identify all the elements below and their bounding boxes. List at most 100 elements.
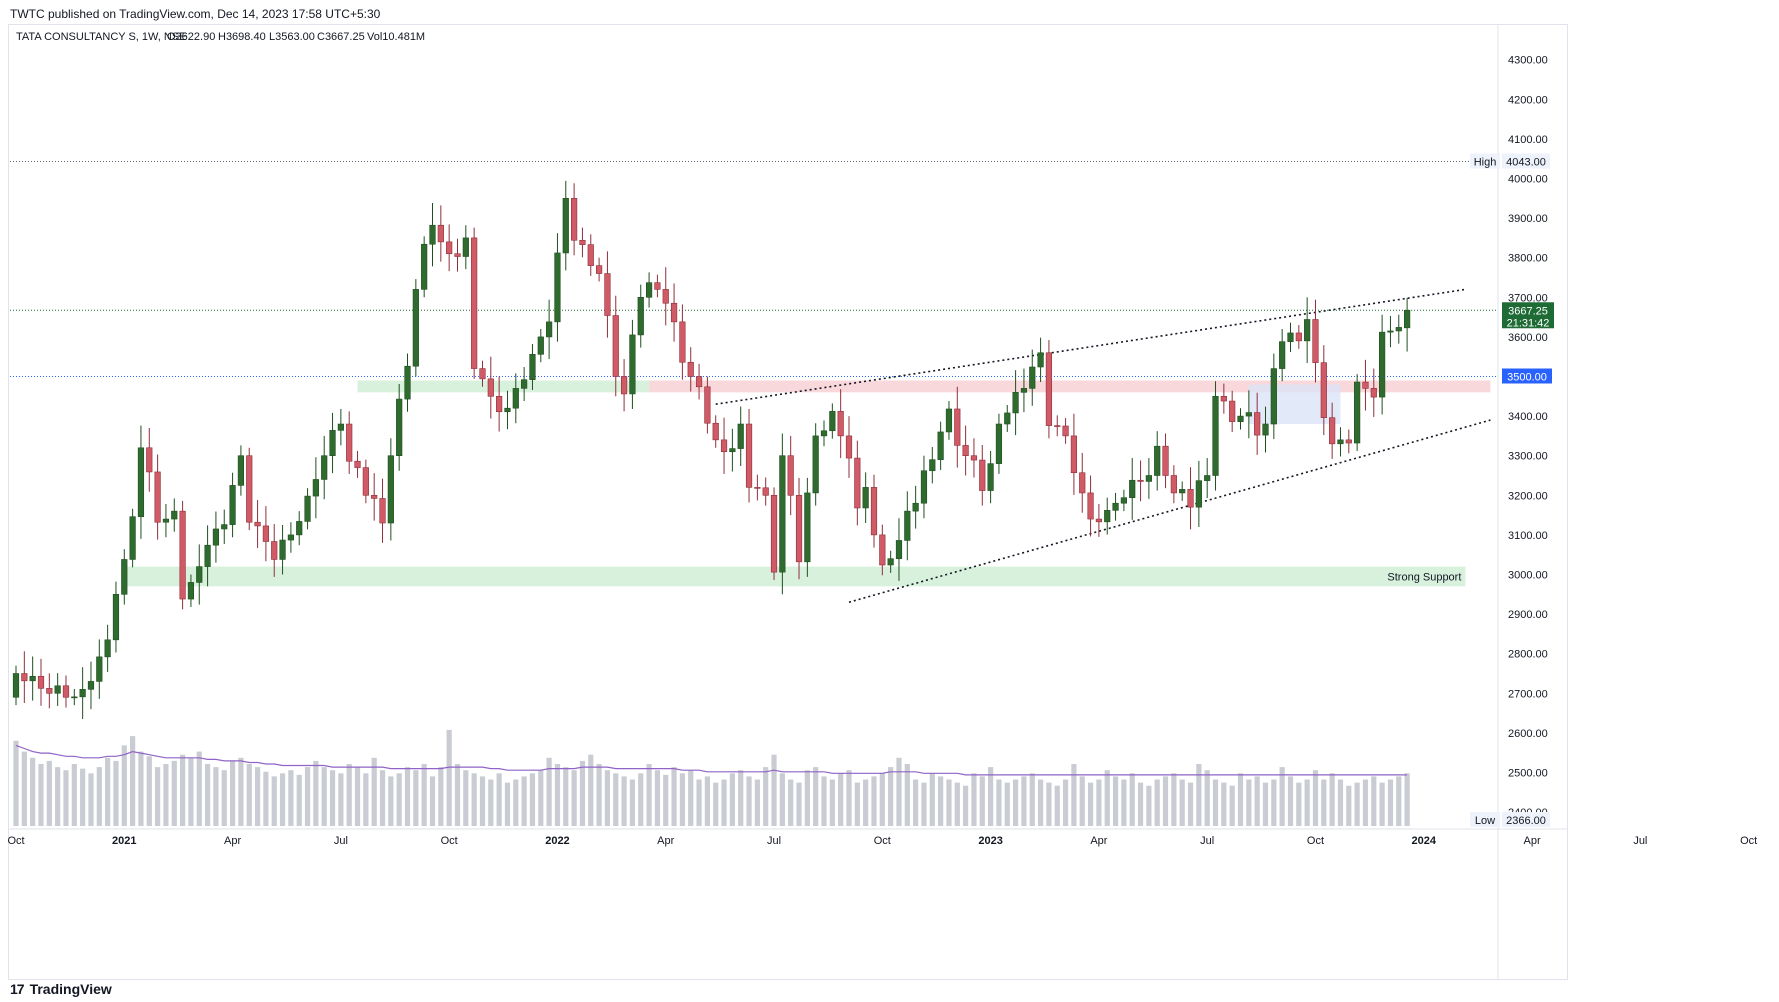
candle-body[interactable] [246, 455, 253, 523]
candle-body[interactable] [912, 502, 919, 512]
candle-body[interactable] [729, 448, 736, 453]
candle-body[interactable] [1212, 395, 1219, 476]
candle-body[interactable] [146, 447, 153, 473]
candle-body[interactable] [1395, 327, 1402, 332]
candle-body[interactable] [254, 521, 261, 527]
candle-body[interactable] [421, 243, 428, 290]
candle-body[interactable] [504, 407, 511, 413]
candle-body[interactable] [312, 479, 319, 497]
candle-body[interactable] [1054, 425, 1061, 427]
candle-body[interactable] [329, 430, 336, 456]
candle-body[interactable] [679, 321, 686, 363]
candle-body[interactable] [1279, 341, 1286, 369]
candle-body[interactable] [862, 487, 869, 509]
candle-body[interactable] [745, 423, 753, 488]
candle-body[interactable] [212, 528, 220, 546]
candle-body[interactable] [279, 539, 286, 560]
candle-body[interactable] [29, 675, 36, 682]
candle-body[interactable] [346, 423, 353, 462]
candle-body[interactable] [1162, 445, 1169, 476]
candle-body[interactable] [762, 487, 769, 496]
candle-body[interactable] [837, 411, 844, 437]
candle-body[interactable] [1012, 392, 1019, 414]
candle-body[interactable] [137, 447, 145, 517]
candle-body[interactable] [1045, 352, 1053, 426]
candle-body[interactable] [1079, 472, 1086, 494]
trendline-channel-top[interactable] [715, 288, 1466, 406]
candle-body[interactable] [321, 455, 328, 480]
candle-body[interactable] [371, 494, 378, 499]
candle-body[interactable] [1087, 492, 1094, 520]
zone-support-resistance[interactable] [357, 380, 650, 393]
candle-body[interactable] [571, 198, 578, 241]
candle-body[interactable] [895, 540, 903, 559]
candle-body[interactable] [96, 656, 103, 682]
candle-body[interactable] [121, 559, 128, 595]
candle-body[interactable] [1320, 362, 1327, 418]
candle-body[interactable] [196, 566, 203, 583]
candle-body[interactable] [296, 521, 303, 536]
candle-body[interactable] [562, 198, 569, 254]
candle-body[interactable] [1245, 412, 1252, 417]
candle-body[interactable] [37, 675, 45, 689]
candle-body[interactable] [1129, 479, 1136, 498]
trendline-channel-bottom[interactable] [848, 419, 1491, 603]
candle-body[interactable] [87, 681, 95, 690]
candle-body[interactable] [354, 460, 361, 468]
candle-body[interactable] [970, 455, 978, 461]
candle-body[interactable] [845, 435, 853, 459]
candle-body[interactable] [1137, 479, 1144, 482]
candle-body[interactable] [595, 265, 603, 274]
candle-body[interactable] [54, 685, 61, 694]
candle-body[interactable] [637, 296, 644, 336]
candle-body[interactable] [1120, 497, 1127, 504]
candle-body[interactable] [1254, 412, 1261, 436]
candle-body[interactable] [79, 689, 86, 698]
candle-body[interactable] [870, 487, 878, 536]
candle-body[interactable] [304, 495, 311, 522]
candle-body[interactable] [620, 376, 628, 395]
candle-body[interactable] [1095, 518, 1102, 523]
candle-body[interactable] [362, 467, 369, 496]
candle-body[interactable] [704, 386, 711, 424]
candle-body[interactable] [737, 423, 744, 449]
candle-body[interactable] [1187, 489, 1194, 508]
candle-body[interactable] [962, 445, 969, 456]
candle-body[interactable] [945, 408, 953, 433]
candle-body[interactable] [612, 315, 619, 377]
candle-body[interactable] [662, 289, 669, 304]
candle-body[interactable] [820, 430, 828, 437]
candle-body[interactable] [854, 457, 861, 509]
candle-body[interactable] [995, 423, 1003, 464]
candle-body[interactable] [237, 455, 245, 486]
candle-body[interactable] [754, 487, 761, 489]
candle-body[interactable] [1062, 425, 1069, 437]
candle-body[interactable] [687, 361, 694, 377]
candle-body[interactable] [887, 558, 894, 566]
candle-body[interactable] [546, 321, 553, 338]
candle-body[interactable] [12, 673, 20, 698]
candle-body[interactable] [795, 494, 803, 563]
candle-body[interactable] [670, 302, 678, 323]
candle-body[interactable] [1204, 475, 1211, 481]
candle-body[interactable] [937, 431, 944, 460]
chart-pane[interactable] [8, 24, 1568, 980]
candle-body[interactable] [720, 439, 728, 453]
candle-body[interactable] [1170, 475, 1177, 494]
candle-body[interactable] [162, 518, 170, 523]
candle-body[interactable] [387, 455, 394, 524]
candle-body[interactable] [412, 289, 419, 367]
candle-body[interactable] [787, 455, 794, 496]
candle-body[interactable] [1029, 366, 1036, 389]
candle-body[interactable] [1104, 510, 1111, 523]
candle-body[interactable] [904, 510, 911, 541]
candle-body[interactable] [1037, 352, 1044, 368]
level-price-badge[interactable] [1502, 368, 1552, 384]
candle-body[interactable] [1404, 309, 1411, 329]
candle-body[interactable] [1145, 475, 1152, 482]
candle-body[interactable] [1154, 445, 1161, 476]
candle-body[interactable] [879, 534, 886, 566]
candle-body[interactable] [1270, 368, 1277, 425]
candle-body[interactable] [1179, 489, 1186, 494]
candle-body[interactable] [496, 395, 503, 413]
